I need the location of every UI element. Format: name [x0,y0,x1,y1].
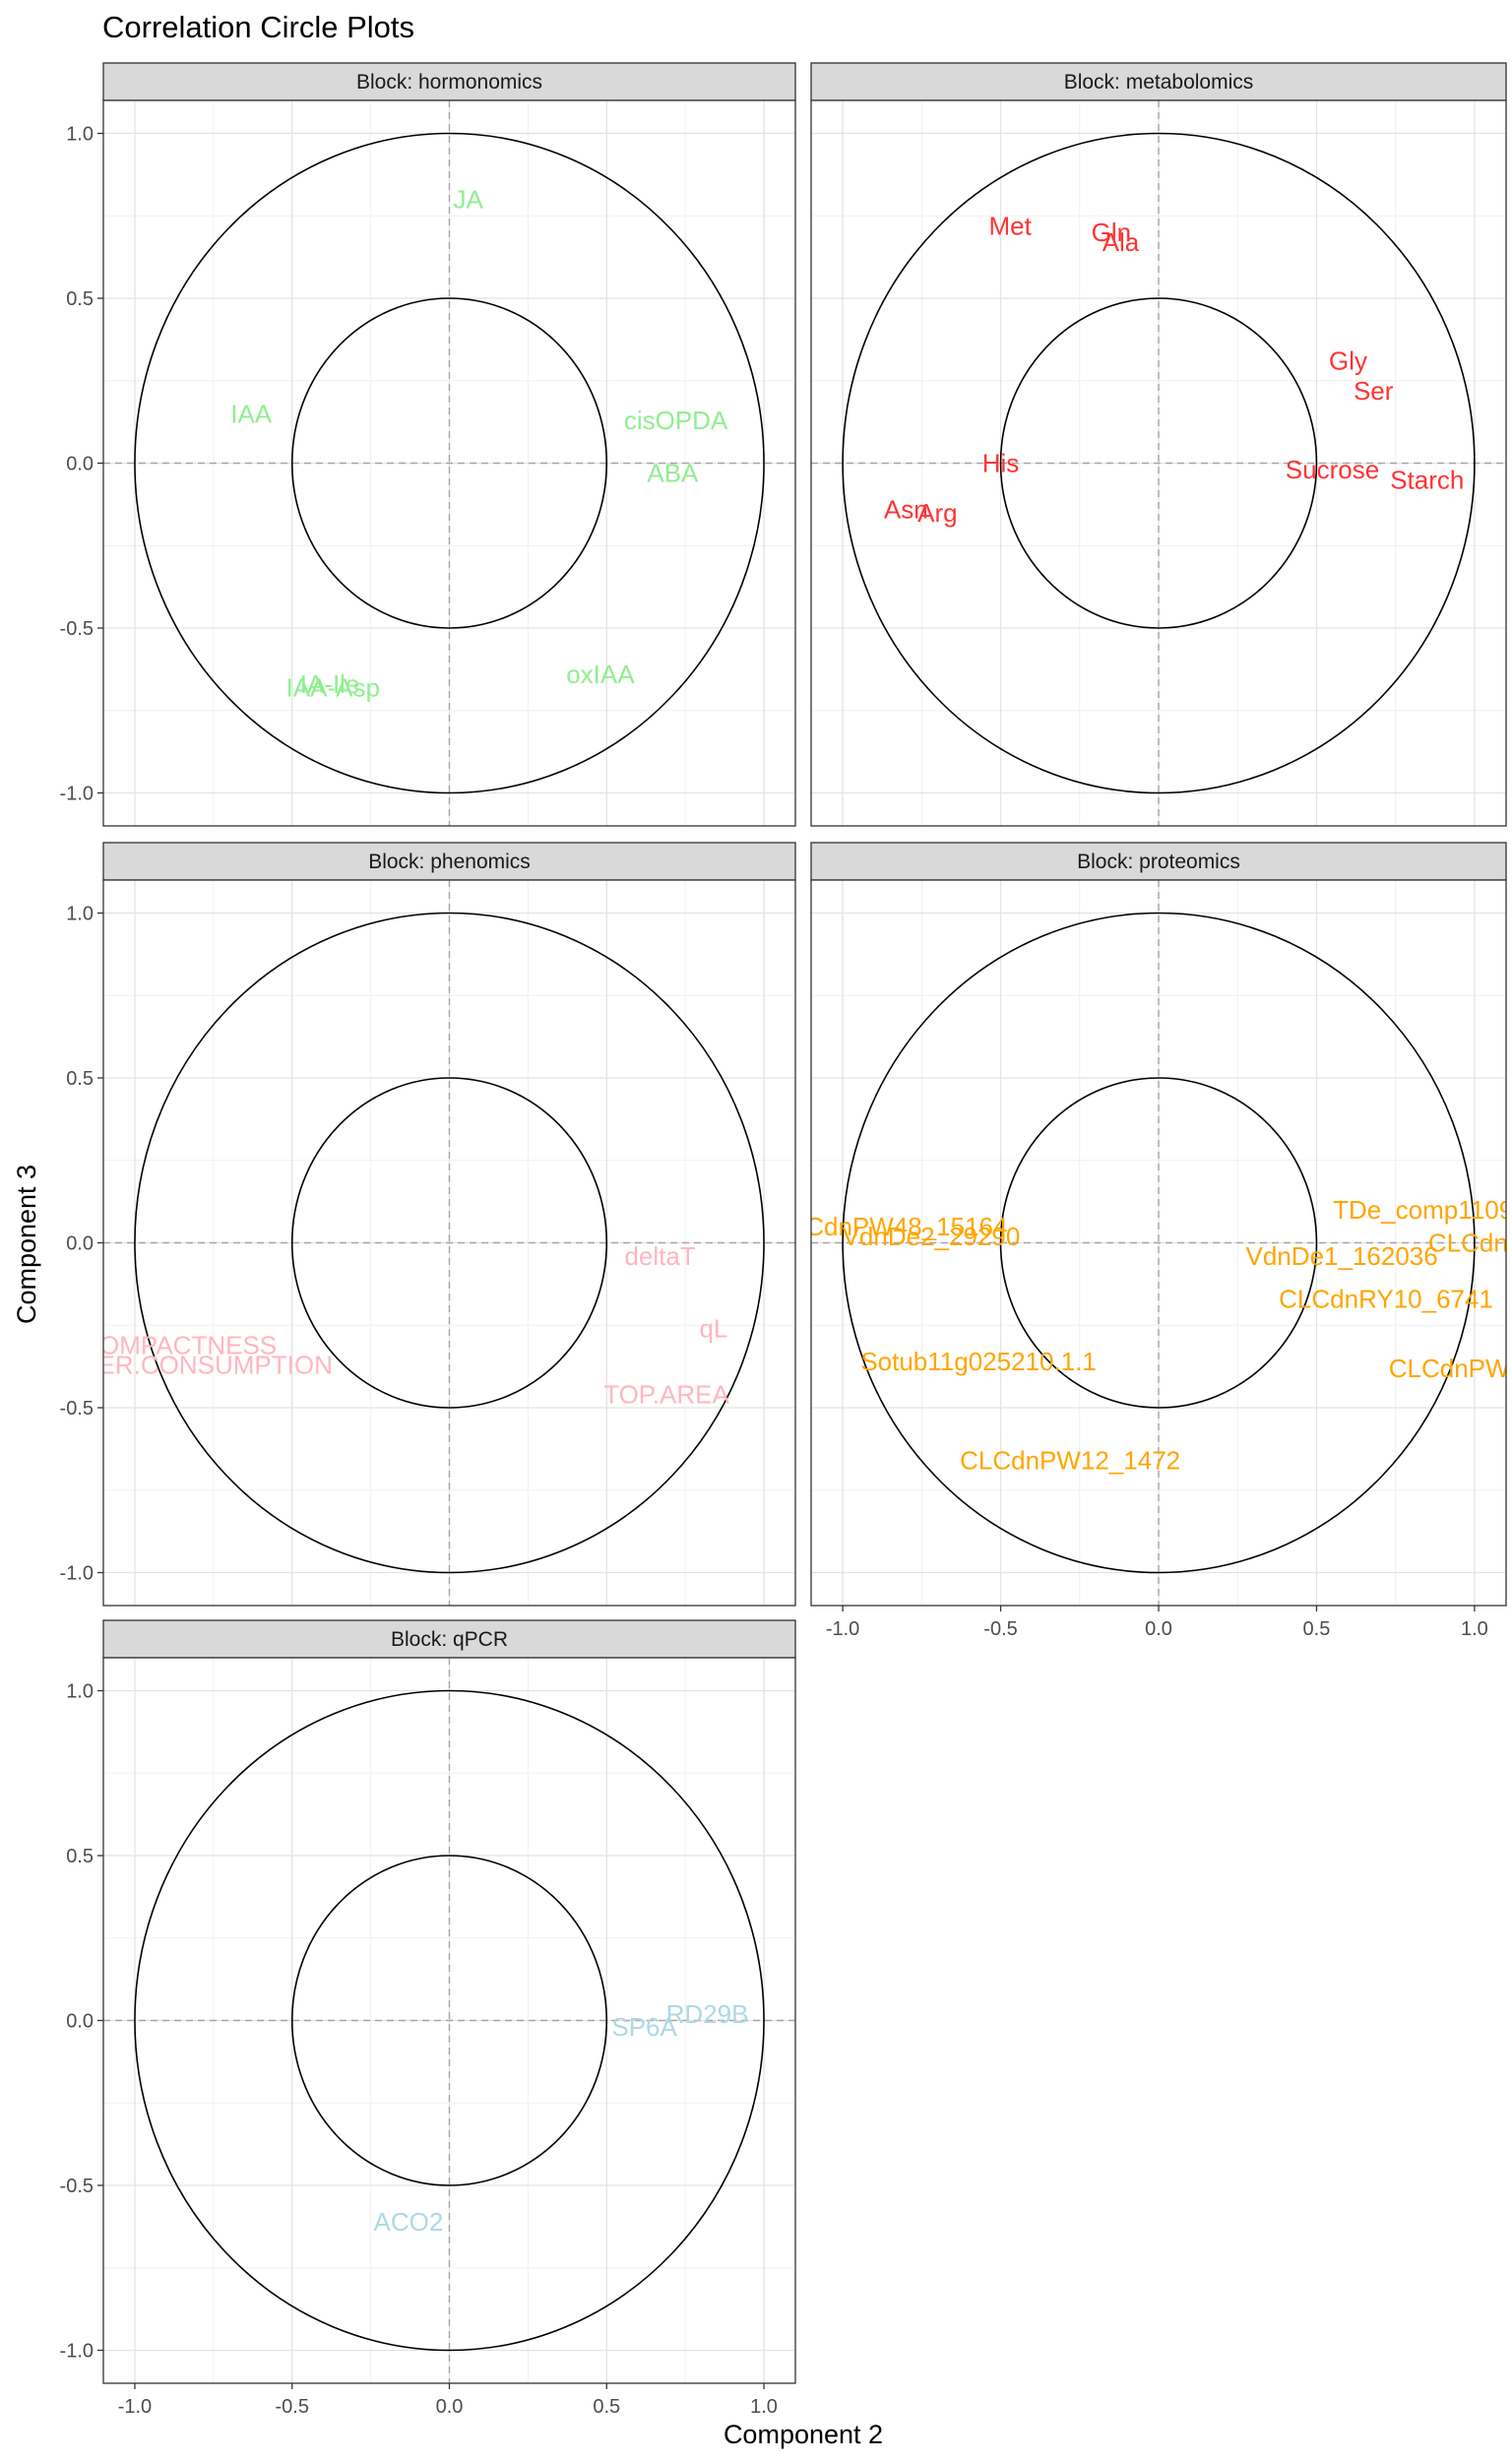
y-axis-label: Component 3 [12,1165,41,1324]
panel-strip-label: Block: qPCR [391,1628,508,1651]
y-tick-label: 1.0 [66,904,94,925]
panel-3: Block: proteomics CLCdnPW48_15164VdnDe2_2… [773,842,1512,1640]
y-tick-label: -0.5 [60,1398,94,1420]
x-tick-label: 1.0 [750,2396,778,2418]
point-label: CLCdnPW12_1472 [960,1446,1180,1476]
panel-strip [102,842,796,881]
point-label: Gln [1092,218,1131,247]
correlation-circle-r0.5 [290,1855,608,2186]
y-tick-label: 0.5 [66,288,94,310]
point-label: RD29B [666,1999,749,2029]
panel-strip-label: Block: phenomics [368,851,531,873]
point-label: Gly [1329,347,1367,376]
point-label: Ala [1102,227,1140,257]
point-label: IA-Ile [300,669,360,699]
point-label: ACO2 [374,2207,444,2237]
point-label: IAA [230,399,273,428]
correlation-circle-r0.5 [999,1077,1318,1409]
panel-strip-label: Block: hormonomics [356,71,542,94]
y-tick-label: -1.0 [60,2341,94,2363]
x-tick-label: 0.5 [1303,1618,1331,1640]
point-label: CLCdnPW31 [1428,1229,1512,1258]
point-label: JA [454,185,484,215]
chart-title: Correlation Circle Plots [102,10,414,44]
panel-2: Block: phenomics deltaT qL TOP.AREA COMPACTN… [44,842,796,1607]
y-tick-label: 0.5 [66,1846,94,1867]
point-label: qL [699,1314,727,1344]
panel-strip-label: Block: proteomics [1077,851,1240,873]
point-label: CLCdnPW22_15452 [1389,1354,1512,1383]
x-tick-label: 0.5 [593,2396,620,2418]
points-group: deltaT qL TOP.AREA COMPACTNESSWATER.CONSUMP… [44,1241,729,1410]
panel-strip-label: Block: metabolomics [1064,71,1254,94]
x-tick-label: -0.5 [983,1618,1017,1640]
point-label: TOP.AREA [603,1380,729,1410]
y-tick-label: -0.5 [60,618,94,640]
point-label: Sucrose [1286,455,1379,484]
point-label: Starch [1390,465,1464,494]
point-label: Asn [884,494,928,524]
point-label: Sotub11g025210.1.1 [860,1347,1097,1376]
y-tick-label: -0.5 [60,2176,94,2197]
panel-0: Block: hormonomics JA IAA cisOPDA ABA oxIAA IA… [60,62,796,827]
correlation-circle-r0.5 [290,297,608,629]
point-label: VdnDe1_162036 [1246,1241,1438,1271]
correlation-circle-r1 [134,1689,765,2352]
point-label: ABA [647,459,699,488]
x-axis-label: Component 2 [724,2420,883,2449]
panel-strip [810,842,1507,881]
x-tick-label: 0.0 [436,2396,464,2418]
point-label: Met [989,211,1033,240]
point-label: cisOPDA [624,406,728,435]
point-label: deltaT [624,1241,695,1271]
correlation-circle-r0.5 [290,1077,608,1409]
correlation-circle-r1 [134,912,765,1574]
x-tick-label: 1.0 [1461,1618,1488,1640]
point-label: His [982,449,1020,478]
point-label: CLCdnPW48_15164 [773,1212,1008,1241]
point-label: oxIAA [566,660,635,689]
point-label: IAA-Asp [286,672,380,702]
x-tick-label: -1.0 [118,2396,152,2418]
correlation-circle-r1 [842,132,1476,794]
point-label: Ser [1354,376,1394,406]
panel-strip [102,62,796,101]
y-tick-label: 0.0 [66,1233,94,1255]
x-tick-label: 0.0 [1145,1618,1172,1640]
point-label: CLCdnRY10_6741 [1279,1284,1493,1313]
correlation-circle-r0.5 [999,297,1318,629]
panel-border [810,99,1507,827]
x-tick-label: -1.0 [826,1618,859,1640]
x-tick-label: -0.5 [275,2396,308,2418]
point-label: VdnDe2_29290 [843,1222,1021,1251]
panels-group: Block: hormonomics JA IAA cisOPDA ABA oxIAA IA… [44,62,1512,2418]
y-tick-label: 0.0 [66,2011,94,2033]
panel-strip [810,62,1507,101]
point-label: COMPACTNESS [81,1330,277,1359]
correlation-circle-r1 [842,912,1476,1574]
y-tick-label: 0.0 [66,454,94,475]
y-tick-label: 0.5 [66,1068,94,1090]
correlation-circle-r1 [134,132,765,794]
point-label: WATER.CONSUMPTION [44,1350,333,1379]
y-tick-label: 1.0 [66,124,94,146]
y-tick-label: -1.0 [60,784,94,805]
point-label: SP6A [611,2012,677,2042]
point-label: Arg [917,498,957,528]
y-tick-label: -1.0 [60,1563,94,1585]
y-tick-label: 1.0 [66,1681,94,1703]
panel-strip [102,1619,796,1659]
point-label: TDe_comp110944_c2_ [1333,1195,1512,1225]
